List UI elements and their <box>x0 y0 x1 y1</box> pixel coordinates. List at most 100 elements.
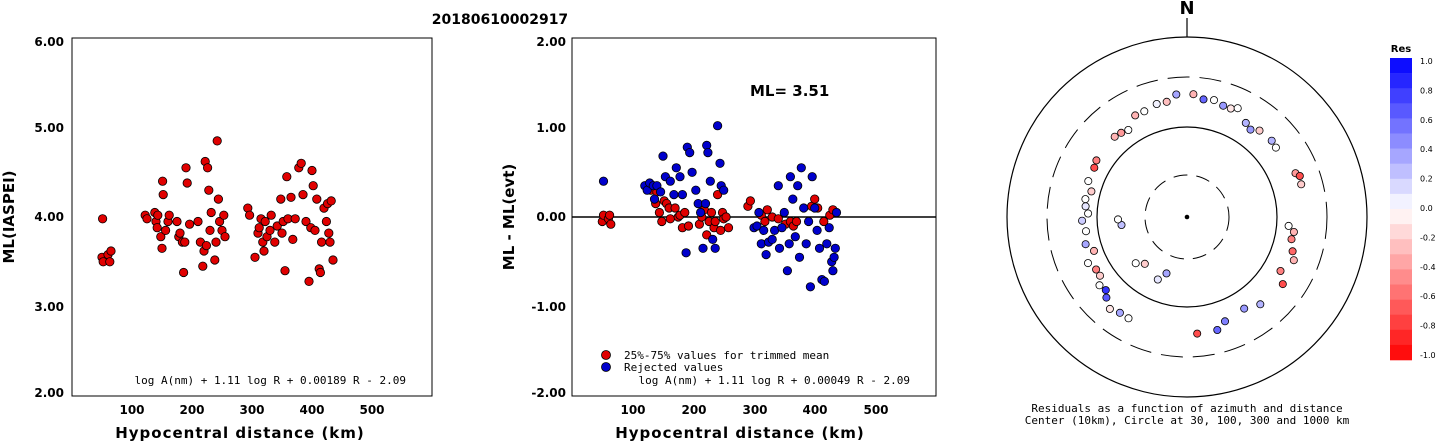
left-panel: 6.00 5.00 4.00 3.00 2.00 100 200 300 400… <box>0 35 433 441</box>
colorbar-title: Res <box>1391 44 1411 55</box>
data-point <box>193 216 203 227</box>
data-point <box>204 185 214 195</box>
middle-y-axis: 2.00 1.00 0.00 -1.00 -2.00 <box>531 35 566 400</box>
data-point <box>250 252 260 262</box>
rejected-point <box>671 163 681 173</box>
colorbar-tick-label: -1.0 <box>1420 351 1436 360</box>
polar-caption-line2: Center (10km), Circle at 30, 100, 300 an… <box>1025 414 1350 427</box>
middle-x-tick: 200 <box>681 403 706 417</box>
middle-x-axis: 100 200 300 400 500 <box>620 403 888 417</box>
rejected-point <box>830 243 840 253</box>
colorbar-tick-label: 1.0 <box>1420 57 1433 66</box>
data-point <box>153 210 163 220</box>
colorbar-cell <box>1390 133 1412 149</box>
colorbar-cell <box>1390 193 1412 210</box>
middle-y-tick: 2.00 <box>536 35 566 49</box>
station-marker <box>1256 300 1265 309</box>
trimmed-mean-point <box>810 194 820 204</box>
data-point <box>212 136 222 146</box>
station-marker <box>1240 304 1249 313</box>
station-marker <box>1096 271 1105 280</box>
colorbar-cell <box>1390 284 1412 300</box>
station-marker <box>1289 227 1298 236</box>
middle-y-tick: -1.00 <box>531 300 566 314</box>
data-point <box>142 214 152 224</box>
data-point <box>106 246 116 256</box>
chart-title: 20180610002917 <box>432 12 568 28</box>
data-point <box>210 255 220 265</box>
station-marker <box>1241 118 1250 127</box>
rejected-point <box>782 266 793 276</box>
station-marker <box>1288 247 1297 256</box>
polar-points <box>1078 90 1306 338</box>
station-marker <box>1084 177 1093 186</box>
station-marker <box>1210 96 1219 105</box>
left-x-tick: 200 <box>179 403 204 417</box>
data-point <box>286 192 296 202</box>
station-marker <box>1287 235 1296 244</box>
rejected-point <box>665 176 675 186</box>
trimmed-mean-point <box>819 216 829 227</box>
data-point <box>259 246 269 256</box>
rejected-point <box>675 172 685 182</box>
data-point <box>211 237 221 247</box>
rejected-point <box>695 207 706 218</box>
station-marker <box>1081 202 1090 211</box>
rejected-point <box>803 216 814 227</box>
middle-x-tick: 100 <box>620 403 645 417</box>
station-marker <box>1092 156 1101 165</box>
rejected-point <box>824 223 834 233</box>
station-marker <box>1081 195 1090 204</box>
middle-y-label: ML - ML(evt) <box>500 164 518 270</box>
middle-y-tick: -2.00 <box>531 386 566 400</box>
middle-x-tick: 500 <box>863 403 888 417</box>
data-point <box>282 172 292 182</box>
station-marker <box>1084 259 1093 268</box>
left-y-tick: 4.00 <box>34 210 64 224</box>
data-point <box>164 210 174 220</box>
station-marker <box>1105 304 1114 313</box>
data-point <box>182 178 192 188</box>
colorbar-tick-label: -0.8 <box>1420 322 1436 331</box>
rejected-point <box>829 252 839 262</box>
data-point <box>219 210 229 220</box>
trimmed-mean-point <box>715 225 726 235</box>
data-point <box>245 210 255 220</box>
rejected-point <box>685 148 695 158</box>
station-marker <box>1101 286 1110 295</box>
rejected-point <box>794 252 805 262</box>
station-marker <box>1276 266 1285 275</box>
data-point <box>180 237 190 247</box>
rejected-point <box>807 172 817 182</box>
data-point <box>161 225 171 235</box>
rejected-point <box>598 176 609 186</box>
left-x-tick: 500 <box>359 403 384 417</box>
colorbar-cell <box>1390 103 1412 119</box>
rejected-point <box>831 207 842 218</box>
station-marker <box>1199 95 1208 104</box>
station-marker <box>1117 128 1126 137</box>
data-point <box>105 257 115 267</box>
data-point <box>277 228 287 238</box>
left-y-tick: 6.00 <box>34 35 64 49</box>
rejected-point <box>669 190 679 200</box>
rejected-point <box>719 185 729 195</box>
data-point <box>205 225 215 235</box>
north-label: N <box>1179 0 1194 19</box>
colorbar-cell <box>1390 254 1412 270</box>
left-y-tick: 3.00 <box>34 300 64 314</box>
left-points <box>97 136 338 286</box>
middle-panel: 2.00 1.00 0.00 -1.00 -2.00 100 200 300 4… <box>500 35 937 441</box>
colorbar-tick-label: 0.6 <box>1420 116 1433 125</box>
left-x-tick: 300 <box>239 403 264 417</box>
data-point <box>304 276 314 286</box>
data-point <box>213 194 223 204</box>
rejected-point <box>774 243 785 253</box>
colorbar-cell <box>1390 269 1412 285</box>
left-plot-frame <box>71 37 433 397</box>
trimmed-mean-point <box>745 196 756 206</box>
station-marker <box>1221 317 1230 326</box>
trimmed-mean-point <box>606 219 616 229</box>
middle-points <box>597 121 842 292</box>
station-marker <box>1082 227 1091 236</box>
